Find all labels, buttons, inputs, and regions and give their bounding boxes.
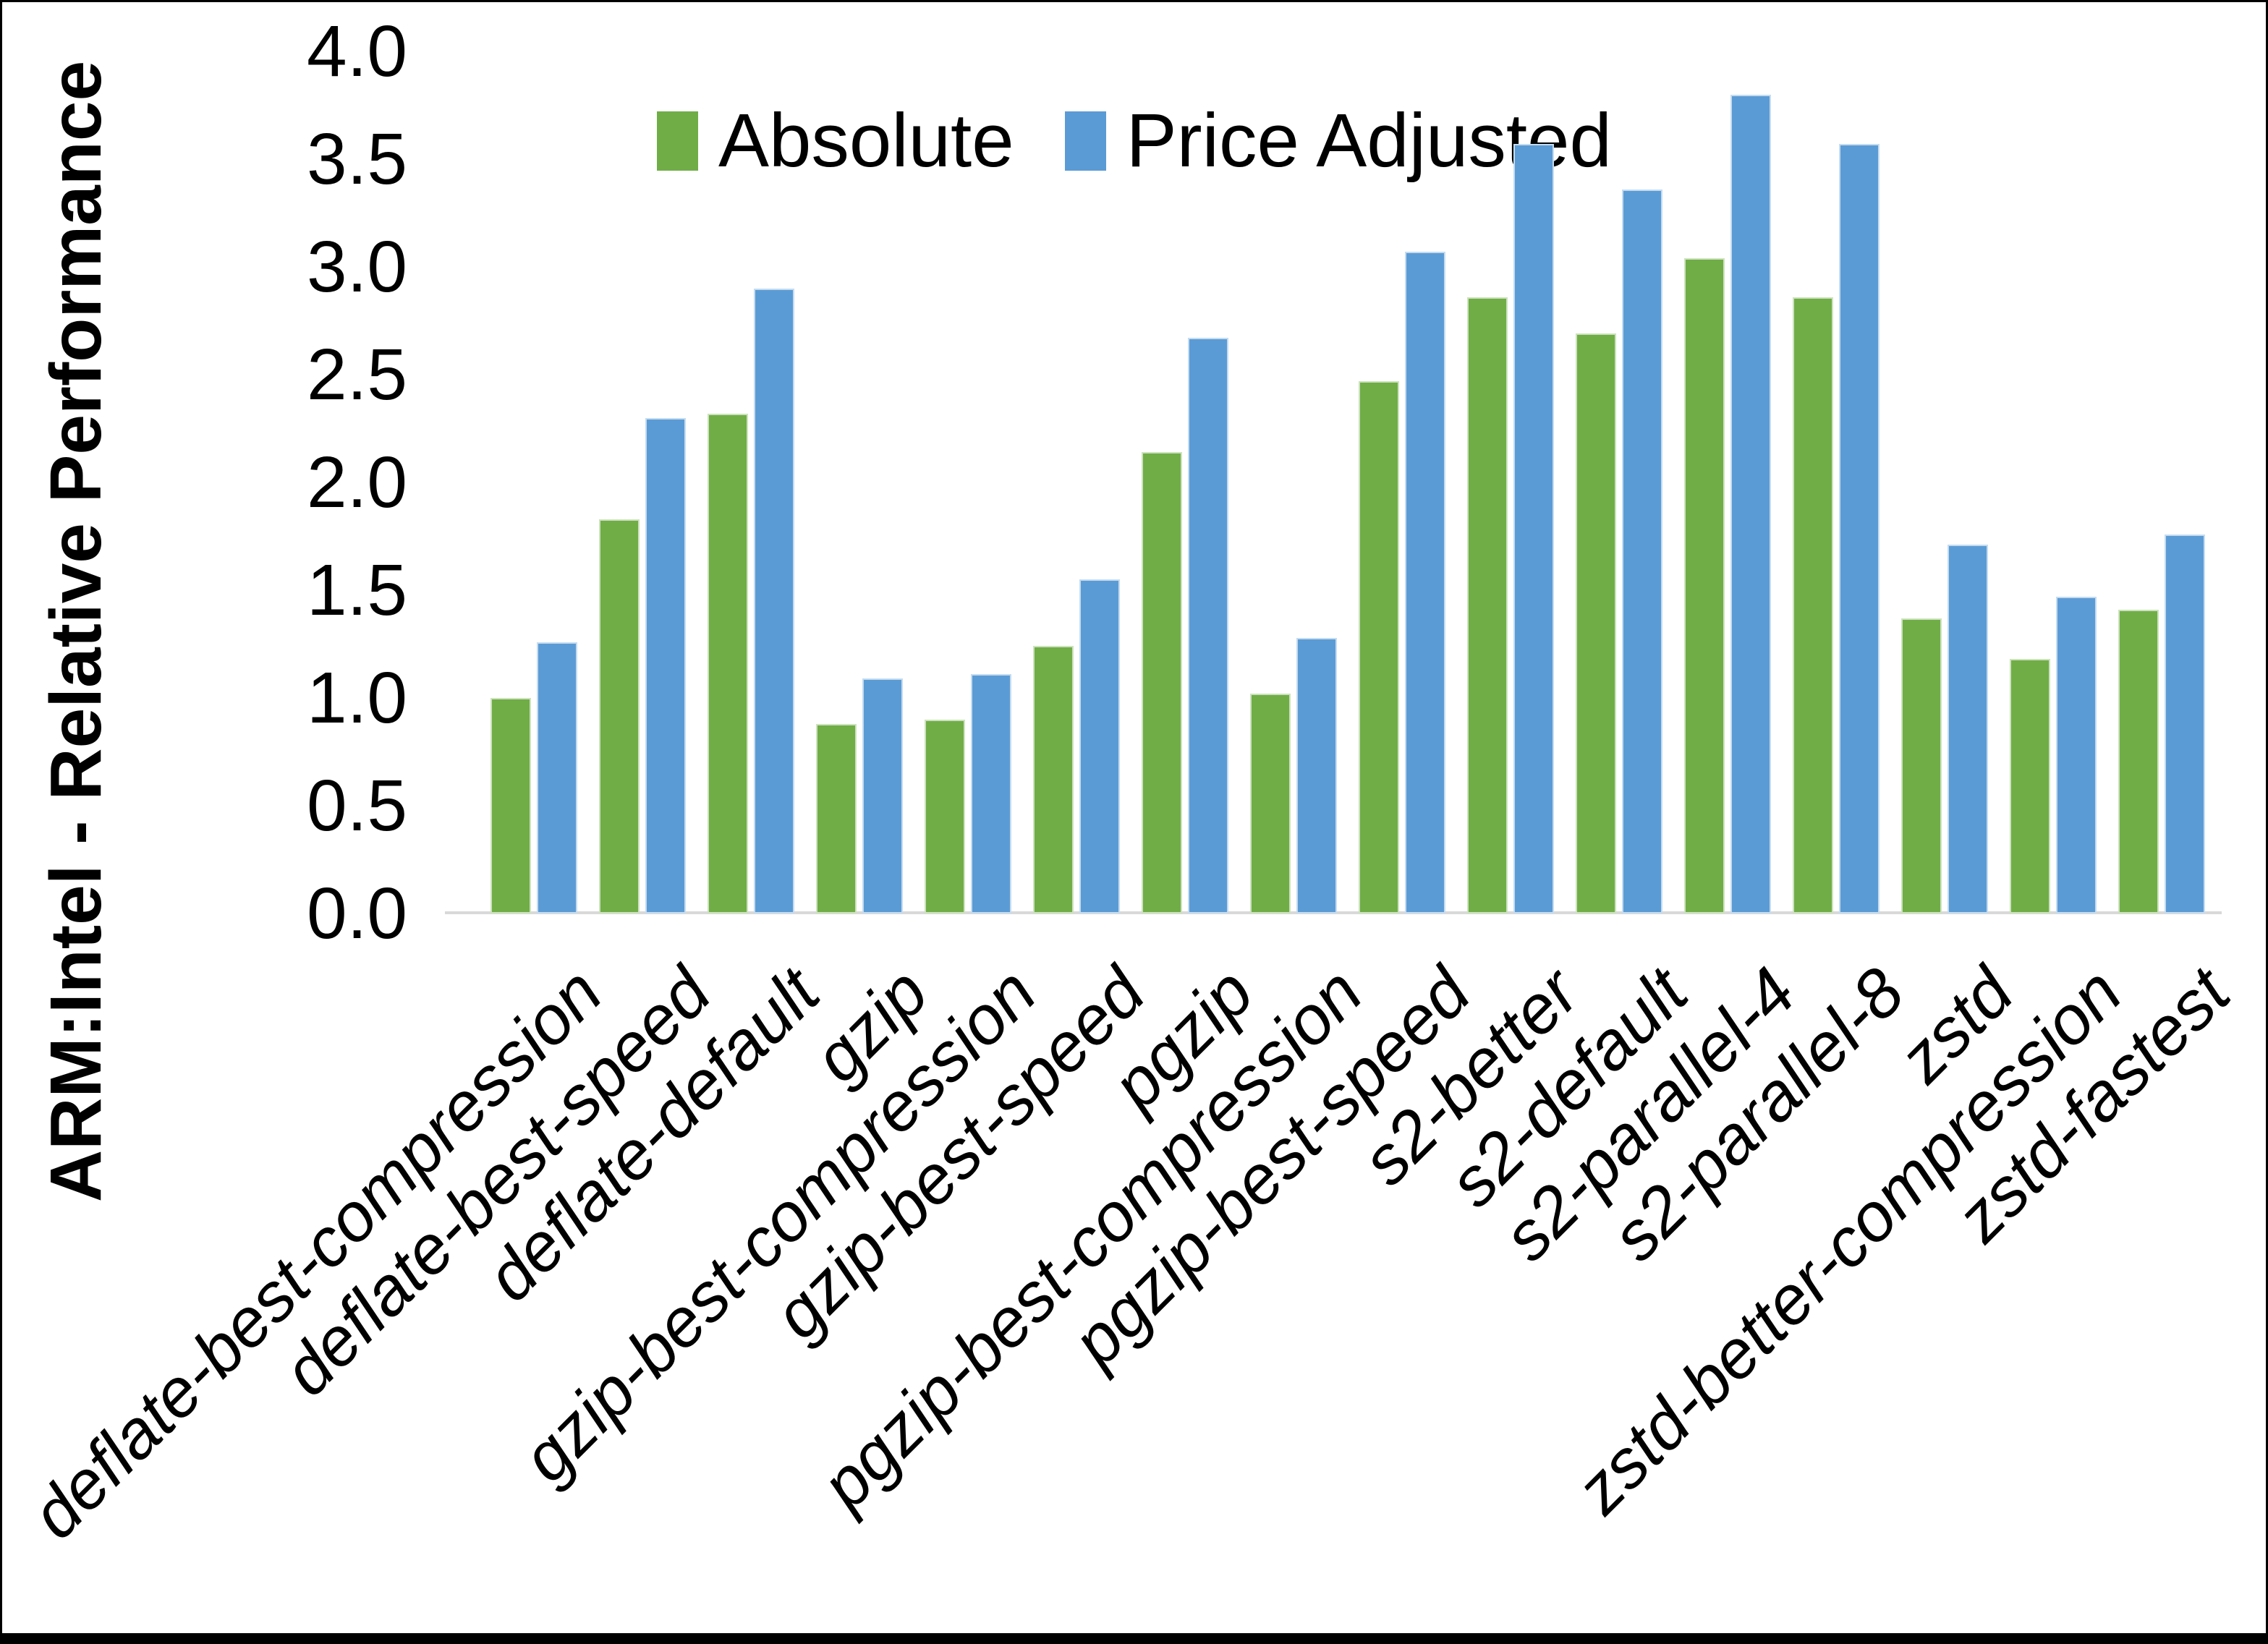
bar-absolute-pgzip-best-compression [1250,694,1291,913]
bar-absolute-zstd-fastest [2118,609,2159,913]
bar-price-adjusted-pgzip [1188,338,1228,913]
bar-absolute-s2-parallel-4 [1684,258,1725,913]
bar-price-adjusted-gzip-best-speed [1079,579,1120,913]
bar-price-adjusted-pgzip-best-speed [1405,252,1445,913]
bar-price-adjusted-s2-parallel-8 [1839,144,1880,913]
bar-price-adjusted-gzip-best-compression [971,674,1011,913]
bar-absolute-pgzip [1142,452,1182,913]
bar-absolute-gzip [816,723,857,913]
legend-label: Absolute [718,98,1014,183]
legend: Absolute Price Adjusted [657,98,1612,184]
y-tick-label-3.0: 3.0 [306,226,407,307]
bar-absolute-zstd [1901,618,1942,913]
bar-price-adjusted-pgzip-best-compression [1296,637,1337,913]
y-tick-label-0.0: 0.0 [306,873,407,954]
y-axis-title: ARM:Intel - Relative Performance [35,60,116,1203]
bar-price-adjusted-zstd [1948,545,1988,913]
legend-item-absolute: Absolute [657,98,1014,184]
bar-price-adjusted-gzip [862,678,903,913]
y-tick-label-0.5: 0.5 [306,765,407,846]
bar-price-adjusted-s2-better [1513,144,1554,913]
y-tick-label-2.5: 2.5 [306,334,407,415]
bar-price-adjusted-deflate-best-speed [645,417,686,913]
bar-absolute-s2-default [1576,333,1616,913]
bar-absolute-gzip-best-compression [925,719,965,913]
y-tick-label-1.5: 1.5 [306,550,407,631]
y-tick-label-4.0: 4.0 [306,11,407,92]
y-tick-label-1.0: 1.0 [306,657,407,738]
y-tick-label-3.5: 3.5 [306,119,407,200]
bar-price-adjusted-s2-default [1622,189,1662,913]
bar-price-adjusted-zstd-better-compression [2056,596,2097,913]
bar-absolute-deflate-best-compression [490,698,531,913]
bar-absolute-pgzip-best-speed [1359,380,1399,913]
bar-absolute-deflate-best-speed [599,519,640,913]
bar-absolute-zstd-better-compression [2010,659,2050,913]
bar-price-adjusted-deflate-default [754,288,794,913]
bar-absolute-s2-parallel-8 [1793,297,1833,913]
bar-price-adjusted-zstd-fastest [2165,534,2205,913]
bar-absolute-deflate-default [708,413,748,913]
legend-swatch-icon [657,111,698,171]
bar-price-adjusted-deflate-best-compression [537,642,577,913]
bar-absolute-s2-better [1467,297,1508,913]
bar-price-adjusted-s2-parallel-4 [1730,94,1771,913]
legend-swatch-icon [1064,111,1106,171]
bar-absolute-gzip-best-speed [1033,646,1074,913]
y-tick-label-2.0: 2.0 [306,442,407,523]
